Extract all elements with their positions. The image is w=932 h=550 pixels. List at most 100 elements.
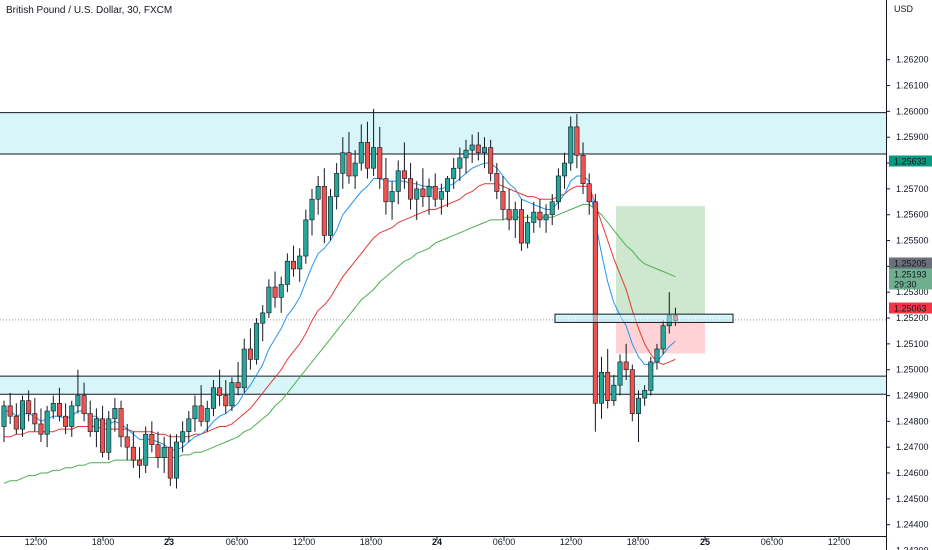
candle[interactable] (13, 415, 19, 430)
candle[interactable] (223, 395, 229, 407)
stop-loss-zone[interactable] (616, 322, 705, 354)
candle[interactable] (315, 185, 321, 200)
candle[interactable] (192, 405, 198, 420)
candle[interactable] (309, 198, 315, 221)
candle[interactable] (75, 395, 81, 407)
candle[interactable] (143, 433, 149, 466)
candle[interactable] (284, 260, 290, 285)
candle[interactable] (137, 459, 143, 466)
candle[interactable] (463, 149, 469, 159)
candle[interactable] (260, 312, 266, 324)
candle[interactable] (327, 196, 333, 236)
candle[interactable] (155, 444, 161, 458)
candle[interactable] (611, 384, 617, 401)
candle[interactable] (364, 142, 370, 169)
candle[interactable] (549, 201, 555, 216)
candle[interactable] (266, 286, 272, 314)
candle[interactable] (229, 382, 235, 407)
candle[interactable] (272, 286, 278, 298)
candle[interactable] (562, 162, 568, 177)
upper-zone[interactable] (0, 112, 886, 155)
profit-target-zone[interactable] (616, 206, 705, 315)
candle[interactable] (26, 400, 32, 414)
candle[interactable] (408, 178, 414, 200)
candle[interactable] (186, 418, 192, 432)
candle[interactable] (414, 188, 420, 200)
candle[interactable] (537, 211, 543, 221)
candle[interactable] (426, 185, 432, 197)
candle[interactable] (50, 402, 56, 412)
candle[interactable] (278, 284, 284, 298)
candle[interactable] (525, 222, 531, 244)
candle[interactable] (599, 371, 605, 404)
candle[interactable] (19, 400, 25, 430)
candle[interactable] (660, 325, 666, 350)
candle[interactable] (173, 441, 179, 479)
candle[interactable] (543, 214, 549, 221)
candle[interactable] (63, 415, 69, 427)
candle[interactable] (204, 408, 210, 422)
candle[interactable] (438, 191, 444, 200)
candle[interactable] (568, 126, 574, 164)
candle[interactable] (340, 152, 346, 174)
candle[interactable] (81, 395, 87, 414)
candle[interactable] (623, 361, 629, 370)
candle[interactable] (217, 387, 223, 396)
candle[interactable] (555, 175, 561, 203)
candle[interactable] (100, 418, 106, 453)
candle[interactable] (32, 413, 38, 425)
candle[interactable] (395, 170, 401, 192)
candle[interactable] (1, 405, 7, 427)
candle[interactable] (500, 191, 506, 210)
candle[interactable] (291, 260, 297, 270)
candle[interactable] (451, 167, 457, 179)
candle[interactable] (358, 142, 364, 164)
candle[interactable] (44, 410, 50, 435)
candle[interactable] (592, 201, 598, 404)
candle[interactable] (334, 173, 340, 197)
candle[interactable] (445, 178, 451, 192)
candle[interactable] (118, 408, 124, 438)
entry-zone-box[interactable] (554, 313, 734, 323)
candle[interactable] (457, 157, 463, 169)
candle[interactable] (235, 382, 241, 389)
candle[interactable] (112, 408, 118, 420)
candle[interactable] (106, 418, 112, 453)
candle[interactable] (241, 348, 247, 389)
candle[interactable] (7, 405, 13, 417)
candle[interactable] (617, 361, 623, 386)
candle[interactable] (161, 446, 167, 458)
candle[interactable] (254, 322, 260, 360)
candle[interactable] (506, 209, 512, 221)
candle[interactable] (654, 348, 660, 363)
candle[interactable] (648, 361, 654, 391)
candle[interactable] (420, 188, 426, 197)
candle[interactable] (629, 369, 635, 414)
candle[interactable] (321, 185, 327, 236)
candle[interactable] (642, 390, 648, 399)
candle[interactable] (635, 397, 641, 414)
candle[interactable] (383, 178, 389, 203)
candle[interactable] (580, 155, 586, 185)
candle[interactable] (432, 185, 438, 200)
candle[interactable] (247, 348, 253, 360)
candle[interactable] (93, 418, 99, 432)
candle[interactable] (167, 446, 173, 479)
candle[interactable] (586, 183, 592, 203)
candle[interactable] (130, 446, 136, 461)
candle[interactable] (297, 255, 303, 270)
candle[interactable] (377, 147, 383, 179)
candle[interactable] (352, 162, 358, 177)
candle[interactable] (481, 147, 487, 154)
candle[interactable] (512, 209, 518, 221)
candle[interactable] (401, 170, 407, 179)
candle[interactable] (518, 209, 524, 244)
candle[interactable] (371, 147, 377, 169)
candle[interactable] (69, 405, 75, 427)
candle[interactable] (198, 405, 204, 422)
lower-zone[interactable] (0, 376, 886, 395)
candle[interactable] (346, 152, 352, 177)
candle[interactable] (475, 144, 481, 154)
candle[interactable] (87, 413, 93, 432)
